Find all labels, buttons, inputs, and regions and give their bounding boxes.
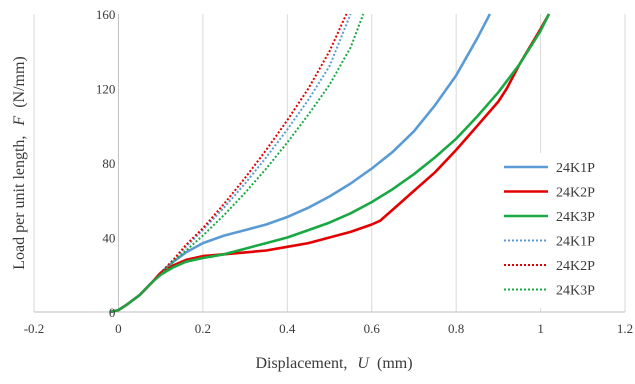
tick-layer: -0.2 0 0.2 0.4 0.6 0.8 1 1.2 0 40 80 120 160	[24, 7, 633, 336]
y-tick-label: 160	[96, 7, 116, 22]
x-tick-label: 1	[537, 321, 544, 336]
legend-box	[500, 153, 624, 308]
legend-label: 24K3P	[556, 284, 595, 299]
x-tick-label: 0	[115, 321, 122, 336]
x-tick-label: 0.2	[195, 321, 211, 336]
series-line-24k3p-solid	[109, 13, 551, 314]
series-layer	[109, 13, 551, 314]
legend-label: 24K1P	[556, 235, 595, 250]
y-axis-title-unit: (N/mm)	[11, 56, 28, 108]
x-tick-label: 0.4	[279, 321, 296, 336]
y-axis-title-prefix: Load per unit length,	[11, 136, 28, 270]
x-tick-label: 0.8	[448, 321, 464, 336]
x-axis-title-prefix: Displacement,	[255, 355, 347, 372]
series-line-24k3p-dotted	[109, 13, 365, 313]
y-tick-label: 0	[109, 305, 116, 320]
x-axis-title: Displacement, U (mm)	[255, 355, 412, 372]
legend-label: 24K3P	[556, 210, 595, 225]
x-axis-title-unit: (mm)	[377, 355, 413, 372]
x-tick-label: -0.2	[24, 321, 45, 336]
legend: 24K1P 24K2P 24K3P 24K1P 24K2P 24K3P	[504, 161, 595, 299]
series-line-24k1p-dotted	[109, 13, 352, 313]
y-axis-title-symbol: F	[11, 116, 28, 127]
legend-label: 24K2P	[556, 186, 595, 201]
legend-label: 24K1P	[556, 161, 595, 176]
legend-label: 24K2P	[556, 259, 595, 274]
x-axis-title-symbol: U	[357, 355, 370, 372]
y-axis-title: Load per unit length, F (N/mm)	[11, 56, 28, 270]
y-tick-label: 40	[102, 231, 115, 246]
y-tick-label: 80	[102, 156, 115, 171]
legend-background	[500, 153, 624, 308]
x-tick-label: 0.6	[364, 321, 381, 336]
x-tick-label: 1.2	[617, 321, 633, 336]
y-tick-label: 120	[96, 82, 116, 97]
series-line-24k2p-dotted	[109, 13, 348, 313]
